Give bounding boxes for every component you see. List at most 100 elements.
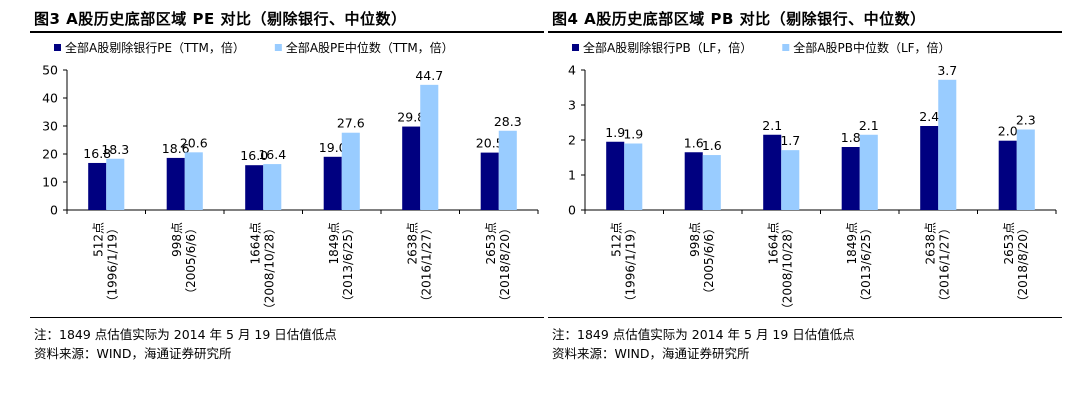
data-label: 2.4 xyxy=(919,109,939,124)
footnote: 注：1849 点估值实际为 2014 年 5 月 19 日估值低点 xyxy=(34,327,337,342)
category-label-line2: （2008/10/28） xyxy=(262,222,276,315)
title-rule xyxy=(30,31,544,33)
bar xyxy=(166,157,185,210)
bar xyxy=(998,140,1017,210)
data-label: 20.5 xyxy=(476,136,504,151)
category-label: 998点 （2005/6/6） xyxy=(170,222,198,300)
category-label: 2638点 （2016/1/27） xyxy=(923,222,951,308)
bar xyxy=(106,158,125,210)
bar xyxy=(702,155,721,210)
category-label-line2: （2008/10/28） xyxy=(780,222,794,315)
category-label: 512点 （1996/1/19） xyxy=(91,222,119,308)
source-note: 资料来源：WIND，海通证券研究所 xyxy=(552,346,750,361)
legend-swatch xyxy=(782,44,790,51)
data-label: 16.0 xyxy=(240,148,268,163)
category-label-line2: （2016/1/27） xyxy=(419,222,433,308)
y-tick-label: 50 xyxy=(42,63,58,78)
data-label: 1.7 xyxy=(780,133,800,148)
bar xyxy=(263,164,282,210)
bar xyxy=(684,152,703,210)
legend-label: 全部A股PB中位数（LF，倍） xyxy=(793,40,950,55)
data-label: 1.8 xyxy=(841,130,861,145)
bar xyxy=(920,126,939,210)
bar xyxy=(88,162,107,210)
data-label: 16.4 xyxy=(258,147,286,162)
y-tick-label: 30 xyxy=(42,119,58,134)
source-note: 资料来源：WIND，海通证券研究所 xyxy=(34,346,232,361)
category-label: 2653点 （2018/8/20） xyxy=(1002,222,1030,308)
category-label-line2: （2005/6/6） xyxy=(184,222,198,300)
bar xyxy=(498,130,517,210)
figure-title: 图4 A股历史底部区域 PB 对比（剔除银行、中位数） xyxy=(552,10,926,28)
category-label: 2638点 （2016/1/27） xyxy=(405,222,433,308)
data-label: 1.6 xyxy=(702,138,722,153)
bar xyxy=(781,150,800,210)
legend-swatch xyxy=(274,44,282,51)
bar xyxy=(245,165,264,210)
figure-3-panel: 图3 A股历史底部区域 PE 对比（剔除银行、中位数） 全部A股剔除银行PE（T… xyxy=(30,0,544,409)
pb-bar-chart: 全部A股剔除银行PB（LF，倍） 全部A股PB中位数（LF，倍）012341.91… xyxy=(568,40,1057,315)
category-label-line1: 1664点 xyxy=(766,222,780,265)
legend-label: 全部A股剔除银行PE（TTM，倍） xyxy=(65,40,245,55)
category-label: 1849点 （2013/6/25） xyxy=(327,222,355,308)
category-label: 1849点 （2013/6/25） xyxy=(845,222,873,308)
y-tick-label: 0 xyxy=(50,203,58,218)
data-label: 16.8 xyxy=(83,146,111,161)
category-label-line2: （2013/6/25） xyxy=(859,222,873,308)
data-label: 19.0 xyxy=(319,140,347,155)
bar xyxy=(341,132,360,210)
category-label-line1: 998点 xyxy=(170,222,184,257)
bar xyxy=(938,79,957,210)
category-label: 998点 （2005/6/6） xyxy=(688,222,716,300)
y-tick-label: 20 xyxy=(42,147,58,162)
category-label: 1664点 （2008/10/28） xyxy=(766,222,794,315)
data-label: 1.9 xyxy=(623,127,643,142)
data-label: 1.6 xyxy=(684,135,704,150)
bar xyxy=(323,156,342,210)
bar xyxy=(841,147,860,210)
data-label: 20.6 xyxy=(180,135,208,150)
category-label-line2: （2018/8/20） xyxy=(498,222,512,308)
data-label: 27.6 xyxy=(337,116,365,131)
category-label: 512点 （1996/1/19） xyxy=(609,222,637,308)
data-label: 3.7 xyxy=(937,63,957,78)
figure-4-panel: 图4 A股历史底部区域 PB 对比（剔除银行、中位数） 全部A股剔除银行PB（L… xyxy=(548,0,1062,409)
pe-bar-chart: 全部A股剔除银行PE（TTM，倍） 全部A股PE中位数（TTM，倍） 0 10 20 30… xyxy=(42,40,539,315)
data-label: 29.8 xyxy=(397,110,425,125)
bar xyxy=(1016,129,1035,210)
data-label: 18.3 xyxy=(101,142,129,157)
footnote: 注：1849 点估值实际为 2014 年 5 月 19 日估值低点 xyxy=(552,327,855,342)
category-label-line2: （1996/1/19） xyxy=(105,222,119,308)
y-tick-label: 0 xyxy=(568,203,576,218)
bar xyxy=(420,84,439,210)
category-label: 1664点 （2008/10/28） xyxy=(248,222,276,315)
category-label-line1: 1849点 xyxy=(845,222,859,265)
y-tick-label: 4 xyxy=(568,63,576,78)
bar xyxy=(606,141,625,210)
bar xyxy=(859,134,878,210)
bar xyxy=(402,126,421,210)
category-label-line1: 512点 xyxy=(91,222,105,257)
bottom-rule xyxy=(30,317,544,318)
bottom-rule xyxy=(548,317,1062,318)
legend-label: 全部A股剔除银行PB（LF，倍） xyxy=(583,40,752,55)
data-label: 28.3 xyxy=(494,114,522,129)
category-label-line1: 2653点 xyxy=(484,222,498,265)
category-label-line2: （2005/6/6） xyxy=(702,222,716,300)
legend-swatch xyxy=(572,44,579,51)
y-tick-label: 1 xyxy=(568,168,576,183)
category-label-line2: （1996/1/19） xyxy=(623,222,637,308)
category-label-line1: 2653点 xyxy=(1002,222,1016,265)
title-rule xyxy=(548,31,1062,33)
y-tick-label: 10 xyxy=(42,175,58,190)
legend-swatch xyxy=(54,44,61,51)
y-tick-label: 3 xyxy=(568,98,576,113)
category-label: 2653点 （2018/8/20） xyxy=(484,222,512,308)
category-label-line1: 998点 xyxy=(688,222,702,257)
category-label-line1: 2638点 xyxy=(405,222,419,265)
category-label-line1: 1849点 xyxy=(327,222,341,265)
data-label: 44.7 xyxy=(415,68,443,83)
category-label-line2: （2018/8/20） xyxy=(1016,222,1030,308)
data-label: 1.9 xyxy=(605,125,625,140)
data-label: 2.3 xyxy=(1016,113,1036,128)
